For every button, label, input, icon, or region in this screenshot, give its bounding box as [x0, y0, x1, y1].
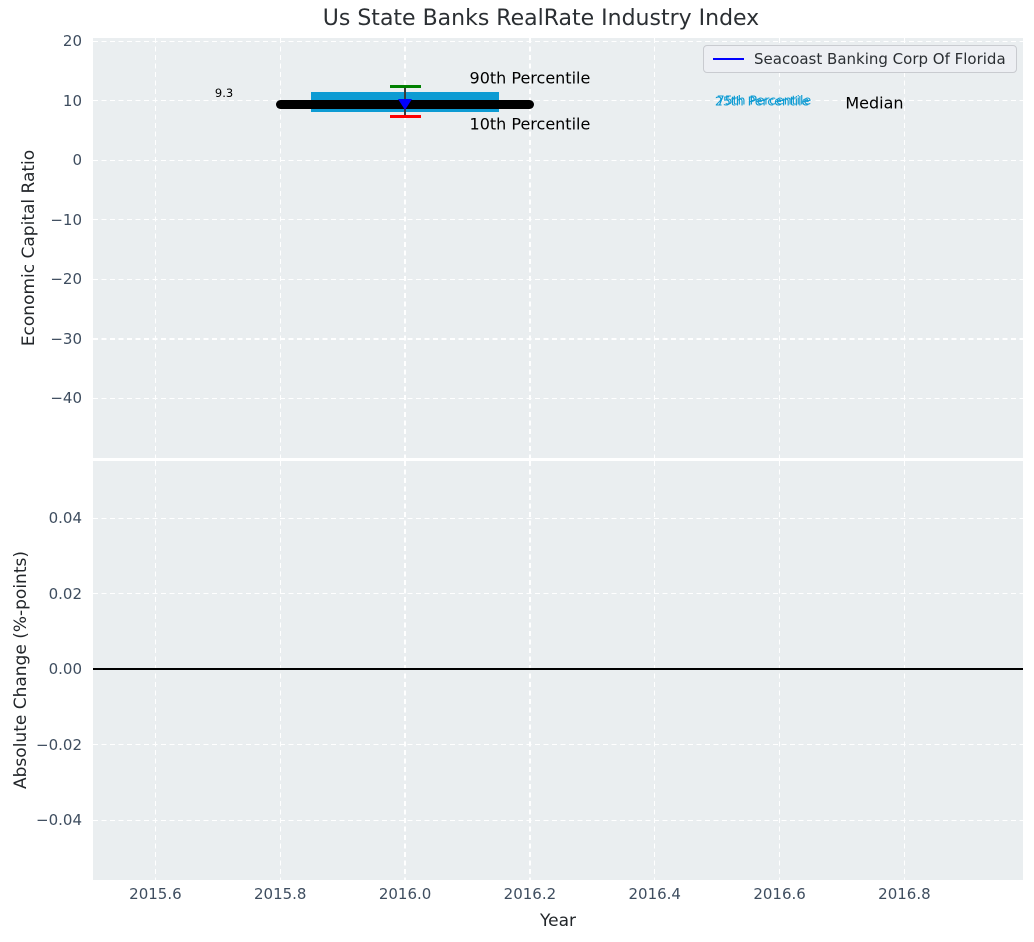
y-tick-label: −0.02	[36, 735, 82, 754]
gridline-y	[93, 517, 1023, 519]
y-tick-label: 0.00	[48, 660, 82, 679]
gridline-y	[93, 338, 1023, 340]
gridline-y	[93, 593, 1023, 595]
gridline-y	[93, 159, 1023, 161]
x-tick-label: 2016.8	[878, 885, 931, 903]
y-tick-label: 0	[72, 151, 82, 170]
x-axis-label: Year	[540, 911, 576, 931]
x-tick-label: 2016.2	[503, 885, 557, 903]
gridline-y	[93, 219, 1023, 221]
gridline-x	[903, 461, 905, 880]
p90-whisker-cap	[389, 85, 421, 89]
gridline-y	[93, 40, 1023, 42]
gridline-x	[529, 461, 531, 880]
gridline-x	[404, 38, 406, 458]
gridline-y	[93, 100, 1023, 102]
x-tick-label: 2016.6	[753, 885, 806, 903]
p10-whisker-cap	[389, 115, 421, 119]
legend: Seacoast Banking Corp Of Florida	[703, 45, 1017, 73]
gridline-y	[93, 397, 1023, 400]
y-tick-label: −0.04	[36, 811, 82, 830]
p75-label: 75th Percentile	[716, 92, 812, 108]
y-tick-label: 10	[62, 91, 82, 110]
y-tick-label: 0.04	[48, 509, 82, 528]
x-tick-label: 2016.0	[378, 885, 432, 903]
gridline-x	[778, 38, 781, 458]
gridline-x	[903, 38, 905, 458]
y-axis-label-top: Economic Capital Ratio	[19, 149, 39, 347]
gridline-y	[93, 744, 1023, 746]
p90-label: 90th Percentile	[469, 68, 591, 88]
gridline-x	[154, 38, 156, 458]
gridline-x	[404, 461, 406, 880]
gridline-x	[654, 38, 656, 458]
panel-economic-capital-ratio: 9.3 90th Percentile 10th Percentile 75th Pe…	[93, 38, 1023, 458]
y-tick-label: 20	[62, 32, 82, 51]
median-label: Median	[845, 93, 904, 113]
gridline-x	[279, 461, 281, 880]
x-tick-label: 2016.4	[628, 885, 681, 903]
x-tick-label: 2015.6	[129, 885, 182, 903]
gridline-x	[654, 461, 656, 880]
y-tick-label: −20	[50, 270, 82, 289]
median-value-label: 9.3	[214, 85, 234, 100]
gridline-y	[93, 278, 1023, 280]
gridline-x	[778, 461, 781, 880]
chart-title: Us State Banks RealRate Industry Index	[322, 6, 760, 31]
y-tick-label: −10	[50, 210, 82, 229]
p25-label: 25th Percentile	[714, 93, 810, 109]
company-marker	[398, 98, 413, 110]
gridline-y	[93, 819, 1023, 821]
panel-absolute-change	[93, 461, 1023, 880]
legend-line-sample	[713, 57, 744, 61]
y-tick-label: 0.02	[48, 584, 82, 603]
y-tick-label: −40	[50, 389, 82, 408]
zero-line	[93, 668, 1023, 671]
gridline-x	[279, 38, 281, 458]
p10-label: 10th Percentile	[469, 114, 591, 134]
legend-label: Seacoast Banking Corp Of Florida	[754, 50, 1006, 68]
y-tick-label: −30	[50, 329, 82, 348]
gridline-x	[154, 461, 156, 880]
gridline-x	[529, 38, 531, 458]
x-tick-label: 2015.8	[253, 885, 307, 903]
